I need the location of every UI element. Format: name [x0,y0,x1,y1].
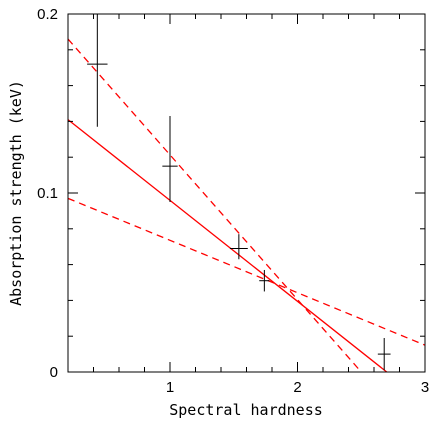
x-axis-label: Spectral hardness [169,401,323,419]
data-point-4 [377,337,391,371]
y-tick-label: 0.1 [37,185,58,202]
fit-bound-line-2 [68,197,425,346]
tick-labels: 1 2 3 0 0.1 0.2 [37,6,429,396]
y-tick-label: 0.2 [37,6,58,23]
data-points [87,14,391,371]
x-tick-label: 2 [293,379,301,396]
data-point-2 [229,234,248,260]
plot-frame [67,13,426,373]
y-axis-label: Absorption strength (keV) [7,80,25,306]
best-fit-line [68,119,388,372]
data-point-3 [259,269,270,292]
x-tick-label: 1 [166,379,174,396]
axis-ticks [67,13,426,373]
fit-lines [68,38,425,372]
data-point-0 [87,14,108,127]
y-tick-label: 0 [50,364,58,381]
data-point-1 [162,116,178,202]
fit-bound-line-1 [68,38,362,372]
x-tick-label: 3 [421,379,429,396]
